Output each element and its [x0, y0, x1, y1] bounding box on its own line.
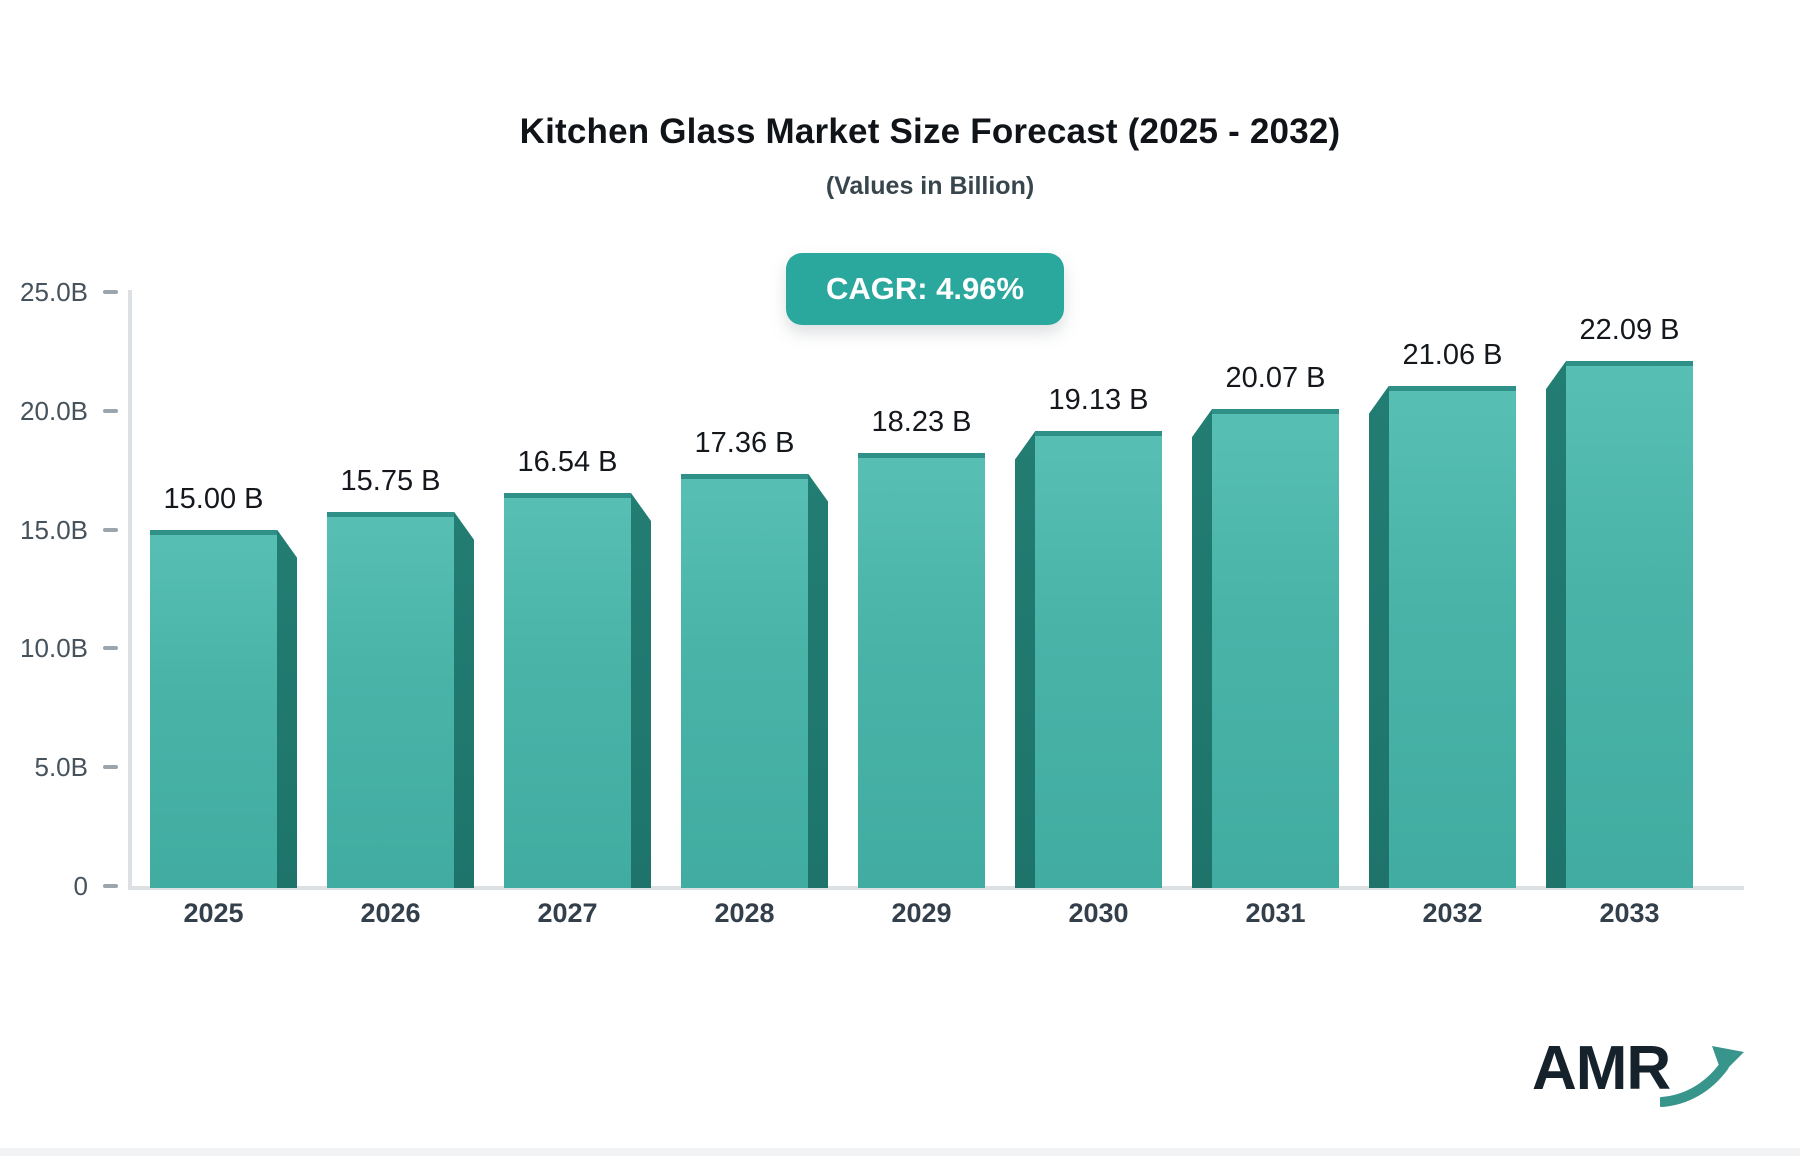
x-axis-label-2026: 2026	[360, 898, 421, 928]
x-axis-label-2028: 2028	[714, 898, 775, 928]
bar-2028	[681, 473, 808, 888]
bar-2026	[327, 511, 454, 888]
bar-value-label-2027: 16.54 B	[517, 446, 618, 478]
x-axis-label-2029: 2029	[891, 898, 952, 928]
bar-value-label-2028: 17.36 B	[694, 426, 795, 459]
bottom-edge-strip	[0, 1148, 1800, 1156]
cagr-badge: CAGR: 4.96%	[786, 253, 1064, 325]
y-tick-mark	[103, 408, 118, 413]
x-axis-label-2032: 2032	[1422, 898, 1483, 928]
x-axis-label-2031: 2031	[1245, 898, 1306, 928]
bar-value-label-2033: 22.09 B	[1579, 314, 1680, 347]
bar-2025-side-face	[277, 529, 297, 888]
bar-2033	[1566, 361, 1693, 888]
y-tick-label-15.0B: 15.0B	[20, 514, 88, 545]
x-axis-label-2033: 2033	[1599, 898, 1660, 928]
y-tick-label-5.0B: 5.0B	[34, 752, 89, 783]
bar-2031	[1212, 409, 1339, 888]
y-tick-mark	[103, 527, 118, 532]
brand-logo: AMR	[1532, 1038, 1746, 1108]
bar-2026-side-face	[454, 511, 474, 888]
bar-2029	[858, 452, 985, 888]
bar-value-label-2030: 19.13 B	[1048, 384, 1149, 417]
bar-2028-side-face	[808, 473, 828, 888]
chart-title: Kitchen Glass Market Size Forecast (2025…	[519, 112, 1341, 151]
bar-value-label-2031: 20.07 B	[1225, 362, 1326, 395]
chart-subtitle: (Values in Billion)	[825, 172, 1035, 200]
y-tick-label-25.0B: 25.0B	[20, 277, 88, 307]
y-tick-mark	[103, 290, 118, 294]
y-axis-line	[128, 290, 132, 890]
bar-value-label-2032: 21.06 B	[1402, 338, 1503, 371]
growth-arrow-icon	[1660, 1046, 1745, 1107]
bar-2030-side-face	[1015, 431, 1035, 888]
bar-2027-side-face	[631, 493, 651, 888]
bar-value-label-2025: 15.00 B	[163, 482, 264, 515]
x-axis-label-2025: 2025	[183, 898, 244, 928]
x-axis-baseline	[128, 886, 1744, 890]
bar-2033-side-face	[1546, 361, 1566, 888]
x-axis-label-2030: 2030	[1068, 898, 1129, 928]
y-tick-mark	[103, 646, 118, 651]
y-tick-label-0: 0	[73, 871, 88, 901]
cagr-badge-label: CAGR: 4.96%	[825, 271, 1025, 306]
bar-2030	[1035, 431, 1162, 888]
y-tick-label-10.0B: 10.0B	[20, 633, 88, 664]
x-axis-label-2027: 2027	[537, 898, 598, 928]
y-tick-mark	[103, 884, 118, 888]
y-tick-label-20.0B: 20.0B	[20, 395, 88, 426]
bar-2032-side-face	[1369, 385, 1389, 888]
bar-2032	[1389, 385, 1516, 888]
bar-2031-side-face	[1192, 409, 1212, 888]
y-tick-mark	[103, 765, 118, 770]
bar-2025	[150, 529, 277, 888]
bar-value-label-2029: 18.23 B	[871, 405, 972, 438]
brand-logo-text: AMR	[1532, 1034, 1671, 1103]
bar-2027	[504, 493, 631, 888]
bar-value-label-2026: 15.75 B	[340, 464, 441, 497]
